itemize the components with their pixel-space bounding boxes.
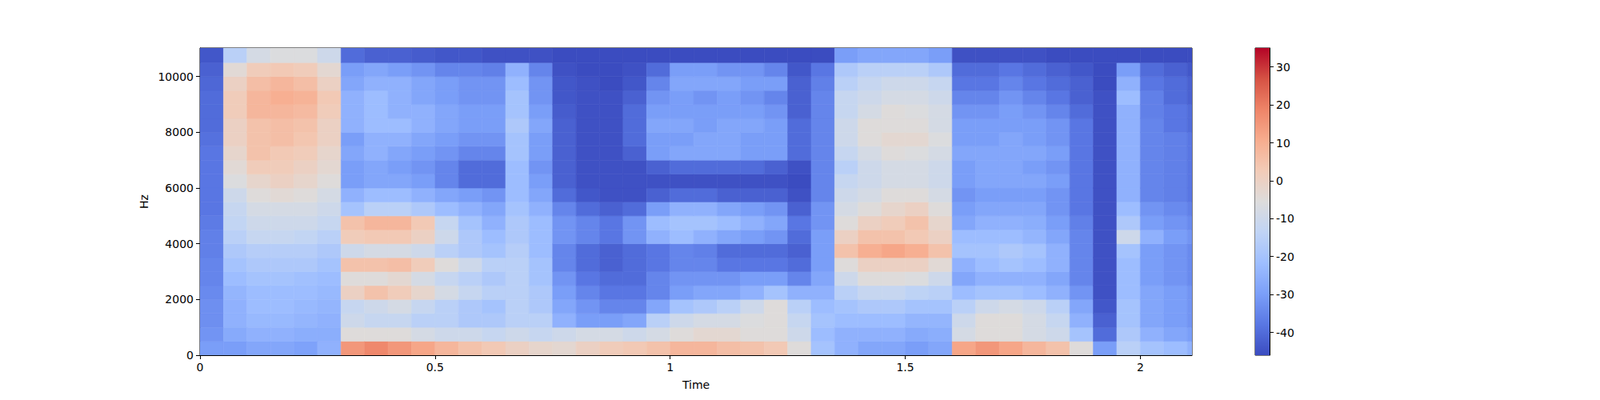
svg-text:8000: 8000 xyxy=(164,125,194,139)
svg-text:0.5: 0.5 xyxy=(426,360,444,374)
svg-text:Time: Time xyxy=(681,378,710,392)
svg-text:1.5: 1.5 xyxy=(896,360,914,374)
svg-text:30: 30 xyxy=(1276,60,1291,74)
svg-text:0: 0 xyxy=(1276,174,1284,188)
svg-text:Hz: Hz xyxy=(137,194,151,209)
svg-text:2000: 2000 xyxy=(164,292,194,306)
svg-text:2: 2 xyxy=(1136,360,1144,374)
svg-text:-40: -40 xyxy=(1276,326,1295,340)
svg-text:1: 1 xyxy=(666,360,674,374)
svg-text:-20: -20 xyxy=(1276,250,1295,264)
svg-text:-10: -10 xyxy=(1276,212,1295,225)
svg-text:0: 0 xyxy=(186,348,194,362)
svg-text:0: 0 xyxy=(196,360,204,374)
svg-text:10: 10 xyxy=(1276,136,1291,150)
svg-text:4000: 4000 xyxy=(164,237,194,251)
svg-text:20: 20 xyxy=(1276,98,1291,112)
svg-text:10000: 10000 xyxy=(157,70,194,84)
svg-text:6000: 6000 xyxy=(164,181,194,195)
svg-text:-30: -30 xyxy=(1276,288,1295,301)
